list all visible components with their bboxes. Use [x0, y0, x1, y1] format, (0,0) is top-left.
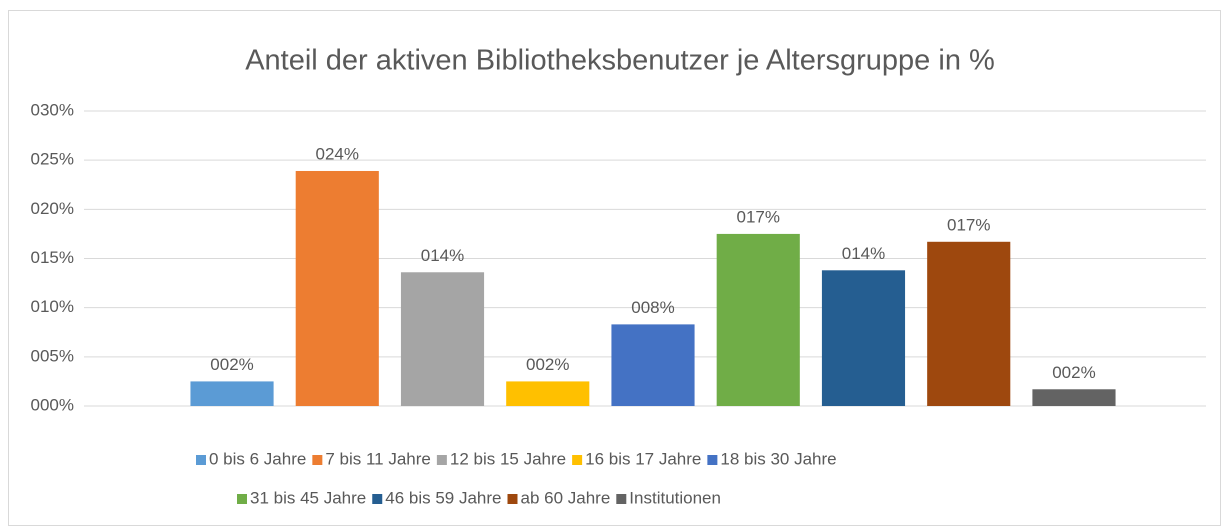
bar [295, 170, 379, 406]
data-label: 002% [210, 355, 253, 374]
bar [927, 241, 1011, 406]
y-tick-label: 010% [31, 297, 74, 316]
legend-label: 7 bis 11 Jahre [325, 449, 431, 468]
chart-border [8, 10, 1221, 526]
data-label: 024% [316, 144, 359, 163]
data-label: 017% [737, 207, 780, 226]
legend-label: 46 bis 59 Jahre [385, 488, 501, 507]
legend-swatch [436, 455, 447, 465]
legend-swatch [572, 455, 583, 465]
bar [506, 381, 590, 406]
bar [190, 381, 274, 406]
legend-label: 16 bis 17 Jahre [585, 449, 701, 468]
y-tick-label: 030% [31, 100, 74, 119]
legend-swatch [507, 494, 518, 504]
legend-swatch [372, 494, 383, 504]
data-label: 014% [421, 246, 464, 265]
bar [400, 272, 485, 406]
y-tick-label: 025% [31, 150, 74, 169]
data-label: 017% [947, 215, 990, 234]
bar [611, 324, 695, 406]
chart-title: Anteil der aktiven Bibliotheksbenutzer j… [245, 45, 995, 77]
data-label: 002% [526, 355, 569, 374]
legend-label: 0 bis 6 Jahre [209, 449, 306, 468]
bar [1032, 389, 1116, 406]
bar [821, 270, 906, 406]
bar [716, 233, 800, 406]
legend-swatch [616, 494, 627, 504]
data-label: 008% [631, 298, 674, 317]
legend-label: 18 bis 30 Jahre [720, 449, 836, 468]
y-tick-label: 005% [31, 346, 74, 365]
legend-label: 31 bis 45 Jahre [250, 488, 366, 507]
data-label: 014% [842, 244, 885, 263]
legend-label: 12 bis 15 Jahre [450, 449, 566, 468]
y-tick-label: 020% [31, 199, 74, 218]
legend-swatch [237, 494, 247, 504]
data-label: 002% [1052, 363, 1095, 382]
legend-swatch [196, 455, 206, 465]
legend-label: ab 60 Jahre [521, 488, 611, 507]
legend-swatch [707, 455, 718, 465]
y-tick-label: 000% [31, 395, 74, 414]
y-tick-label: 015% [31, 248, 74, 267]
legend-label: Institutionen [629, 488, 721, 507]
legend-swatch [312, 455, 323, 465]
